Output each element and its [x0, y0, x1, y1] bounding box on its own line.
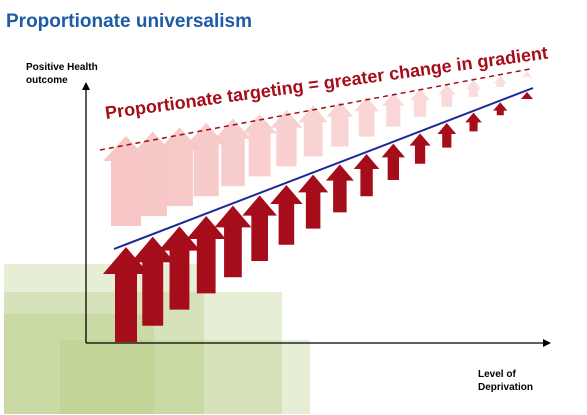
dark-arrow — [325, 164, 354, 213]
light-arrow — [466, 79, 481, 97]
light-arrow — [354, 97, 379, 137]
light-arrow — [326, 101, 354, 147]
dark-arrow — [437, 123, 457, 148]
dark-arrow — [158, 226, 201, 310]
light-arrow — [242, 114, 277, 177]
light-arrow — [214, 118, 252, 187]
gradient-line — [113, 87, 534, 250]
light-arrow — [186, 123, 226, 197]
y-axis-label: Positive Health outcome — [26, 62, 98, 86]
light-arrow — [410, 88, 430, 117]
light-arrow — [494, 75, 507, 87]
light-arrow — [270, 110, 303, 167]
light-arrow — [130, 131, 175, 217]
dark-arrow — [214, 205, 252, 278]
slide-title: Proportionate universalism — [6, 11, 253, 32]
dark-arrow — [353, 154, 380, 197]
dark-arrow — [381, 143, 405, 180]
headline-text: Proportionate targeting = greater change… — [104, 43, 549, 123]
target-dashed-line — [99, 68, 531, 151]
dark-arrow — [186, 216, 226, 294]
light-arrow — [298, 105, 328, 157]
dark-arrow — [493, 102, 508, 116]
dark-arrow — [270, 185, 303, 245]
light-arrow — [438, 84, 456, 107]
dark-arrow — [242, 195, 277, 261]
x-axis-label: Level of Deprivation — [478, 369, 534, 393]
dark-arrow — [409, 133, 431, 164]
light-arrow — [103, 136, 149, 226]
dark-arrow — [465, 112, 482, 132]
dark-arrow — [298, 174, 329, 229]
dark-arrows-group — [103, 92, 533, 342]
green-block-4 — [60, 340, 310, 414]
dark-arrow — [103, 247, 149, 342]
light-arrow — [158, 127, 201, 207]
dark-arrow — [521, 92, 533, 99]
light-arrows-group — [103, 71, 532, 226]
light-arrow — [522, 71, 532, 78]
dark-arrow — [130, 236, 175, 326]
light-arrow — [382, 92, 405, 127]
